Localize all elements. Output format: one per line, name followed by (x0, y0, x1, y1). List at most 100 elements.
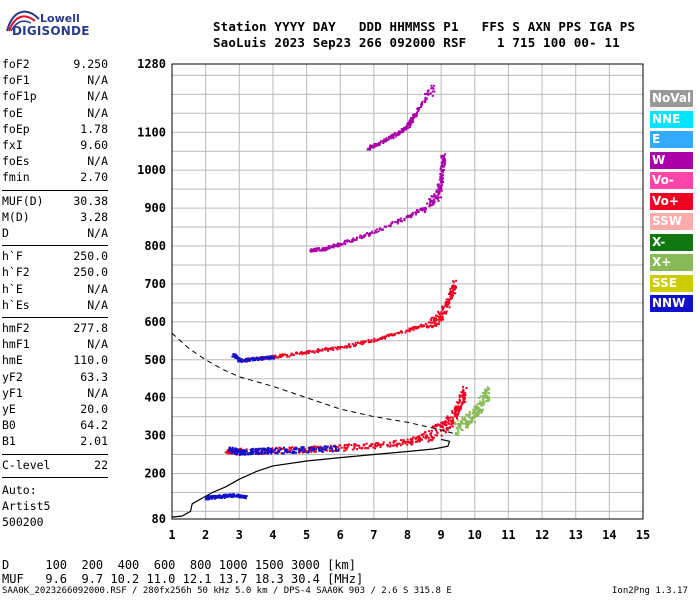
echo-point (423, 211, 426, 214)
parameter-row: yF1 N/A (2, 386, 108, 402)
echo-point (441, 163, 444, 166)
echo-point (243, 496, 246, 499)
echo-point (281, 354, 284, 357)
echo-point (451, 425, 454, 428)
parameter-label: h`F2 (2, 265, 30, 280)
echo-point (355, 444, 358, 447)
echo-point (335, 447, 337, 450)
echo-point (459, 424, 462, 427)
echo-point (487, 388, 490, 391)
echo-point (476, 414, 479, 417)
echo-point (443, 311, 446, 314)
echo-point (456, 432, 459, 435)
parameter-label: yF1 (2, 385, 23, 400)
echo-point (464, 416, 466, 419)
echo-point (376, 144, 379, 146)
echo-point (276, 447, 279, 450)
echo-point (434, 314, 437, 317)
echo-point (424, 98, 427, 101)
echo-point (479, 395, 482, 398)
echo-point (242, 360, 245, 363)
echo-point (438, 192, 441, 195)
echo-point (344, 243, 347, 245)
parameter-row: C-level 22 (2, 458, 108, 474)
echo-point (345, 443, 348, 446)
echo-point (368, 234, 371, 237)
echo-point (399, 444, 402, 447)
echo-point (373, 340, 376, 342)
parameter-row: h`E N/A (2, 282, 108, 298)
echo-point (389, 444, 392, 447)
echo-point (204, 496, 207, 499)
echo-point (414, 327, 417, 330)
echo-point (353, 445, 356, 448)
echo-point (440, 156, 443, 159)
echo-point (409, 438, 412, 441)
echo-point (375, 442, 378, 445)
echo-point (465, 426, 467, 429)
echo-point (418, 107, 420, 109)
parameter-value: N/A (87, 105, 108, 120)
echo-point (468, 410, 471, 413)
echo-point (402, 128, 404, 131)
y-tick-label: 400 (144, 391, 166, 405)
parameter-value: 9.250 (73, 57, 108, 71)
echo-point (469, 412, 472, 415)
echo-point (374, 447, 377, 450)
echo-point (460, 403, 463, 406)
echo-point (464, 391, 467, 394)
echo-point (459, 406, 462, 409)
echo-point (333, 243, 335, 246)
echo-point (430, 87, 433, 90)
echo-point (207, 495, 210, 498)
echo-point (478, 402, 481, 405)
echo-point (338, 444, 341, 447)
y-tick-label: 1280 (137, 57, 166, 71)
echo-point (436, 431, 439, 434)
echo-point (430, 436, 433, 438)
echo-point (307, 351, 310, 354)
parameter-value: 3.28 (80, 209, 108, 224)
echo-point (381, 335, 384, 338)
echo-point (366, 232, 368, 234)
echo-point (460, 391, 463, 394)
echo-point (231, 446, 234, 449)
echo-point (447, 293, 450, 296)
echo-point (440, 434, 443, 437)
echo-point (386, 333, 389, 336)
echo-point (218, 494, 221, 497)
echo-point (422, 436, 425, 438)
echo-point (247, 358, 250, 361)
echo-point (331, 450, 334, 453)
echo-point (343, 449, 346, 452)
echo-point (316, 351, 319, 354)
echo-point (474, 420, 477, 423)
parameter-row: D N/A (2, 226, 108, 242)
parameter-label: B1 (2, 434, 16, 449)
echo-point (404, 331, 407, 334)
echo-point (454, 433, 457, 436)
echo-point (268, 447, 271, 450)
echo-point (423, 100, 426, 103)
echo-point (441, 177, 444, 180)
echo-point (430, 204, 433, 207)
echo-point (419, 436, 422, 439)
echo-point (332, 349, 335, 351)
echo-point (452, 286, 455, 288)
echo-point (417, 436, 419, 439)
echo-point (461, 429, 464, 432)
echo-point (355, 236, 358, 239)
echo-point (410, 122, 413, 124)
echo-point (339, 244, 341, 247)
echo-point (377, 442, 380, 445)
echo-point (444, 420, 447, 423)
x-tick-label: 1 (168, 528, 175, 542)
echo-point (426, 92, 429, 95)
echo-point (374, 445, 377, 448)
x-tick-label: 15 (636, 528, 650, 542)
echo-point (443, 169, 445, 171)
echo-trace-es (204, 493, 248, 501)
echo-point (456, 417, 458, 420)
parameter-value: N/A (87, 73, 108, 88)
echo-point (442, 318, 445, 321)
